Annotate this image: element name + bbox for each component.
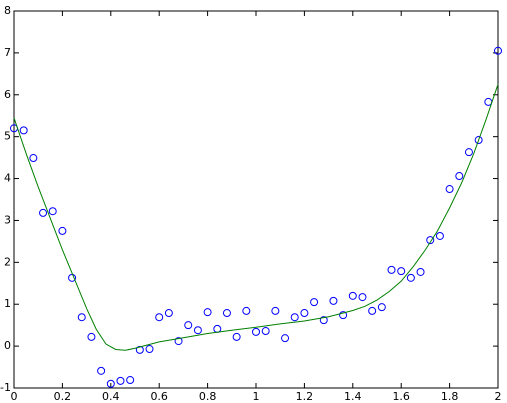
data-point [426, 236, 435, 245]
data-point [19, 126, 28, 135]
data-point [368, 306, 377, 315]
data-point [135, 345, 144, 354]
data-point [48, 207, 57, 216]
x-tick-label: 1 [253, 390, 260, 403]
data-point [242, 306, 251, 315]
data-point [261, 327, 270, 336]
data-point [252, 327, 260, 336]
y-tick-label: 1 [4, 297, 11, 310]
x-tick-label: 1.6 [392, 390, 410, 403]
data-point [58, 226, 67, 235]
data-point [387, 265, 396, 274]
data-point [222, 309, 231, 318]
y-tick-label: 5 [4, 130, 11, 143]
data-point [397, 267, 406, 276]
data-point [184, 321, 193, 330]
data-point [155, 313, 164, 322]
x-tick-label: 0.2 [54, 390, 72, 403]
data-point [174, 337, 183, 346]
data-point [329, 296, 338, 305]
x-tick-label: 2 [495, 390, 502, 403]
data-point [203, 308, 212, 317]
data-point [145, 345, 154, 354]
data-point [87, 332, 96, 341]
data-point [164, 309, 173, 318]
x-tick-label: 1.4 [344, 390, 362, 403]
data-point [445, 185, 454, 194]
data-point [348, 291, 357, 300]
data-point [29, 154, 38, 163]
x-tick-label: 1.2 [296, 390, 314, 403]
data-point [406, 273, 415, 282]
data-point [97, 366, 106, 375]
data-point [300, 309, 309, 318]
x-tick-label: 1.8 [441, 390, 459, 403]
data-point [339, 311, 348, 320]
data-point [474, 136, 483, 145]
data-point [116, 376, 125, 385]
data-point [232, 332, 241, 341]
data-point [358, 293, 367, 302]
data-point [455, 172, 464, 181]
data-point [77, 313, 86, 322]
data-point [435, 231, 444, 240]
y-tick-label: 4 [4, 172, 11, 185]
data-point [416, 267, 425, 276]
data-point [310, 298, 319, 307]
fit-line [13, 84, 499, 351]
x-tick-label: 0.6 [150, 390, 168, 403]
y-tick-label: 7 [4, 46, 11, 59]
data-point [106, 379, 115, 388]
data-point [281, 334, 290, 343]
y-tick-label: -1 [0, 381, 11, 394]
data-point [319, 316, 328, 325]
x-tick-label: 0 [11, 390, 18, 403]
y-tick-label: 2 [4, 255, 11, 268]
data-point [377, 303, 386, 312]
y-tick-label: 3 [4, 213, 11, 226]
data-point [290, 313, 299, 322]
data-point [494, 46, 502, 55]
data-point [126, 376, 135, 385]
y-tick-label: 8 [4, 4, 11, 17]
data-point [271, 306, 280, 315]
x-tick-label: 0.8 [199, 390, 217, 403]
data-point [193, 326, 202, 335]
data-point [39, 208, 48, 217]
x-tick-label: 0.4 [102, 390, 120, 403]
plot-frame [13, 10, 499, 389]
data-point [464, 148, 473, 157]
y-tick-label: 6 [4, 88, 11, 101]
y-tick-label: 0 [4, 339, 11, 352]
